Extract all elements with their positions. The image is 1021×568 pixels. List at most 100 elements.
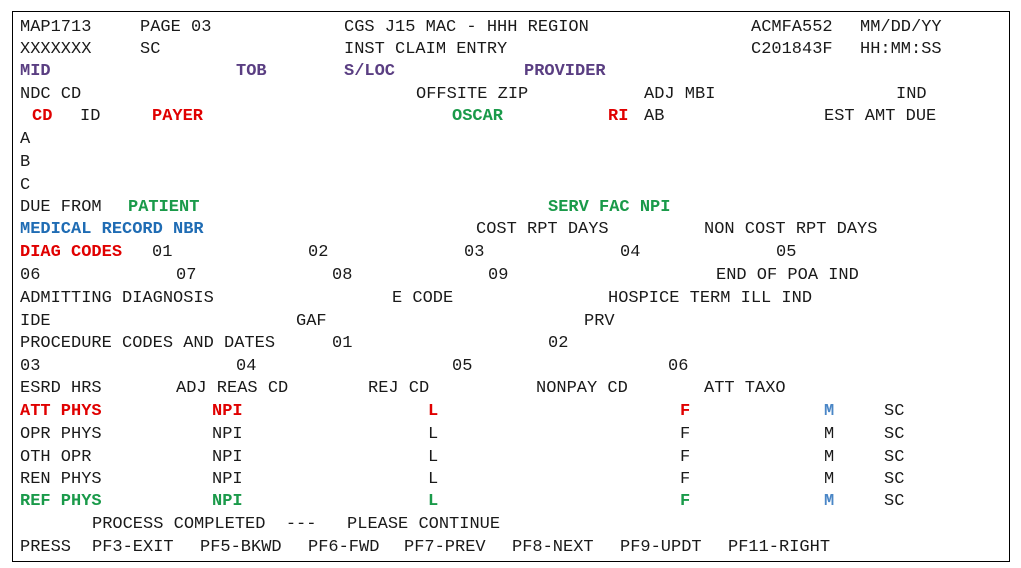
diag-codes-field[interactable]: DIAG CODES (20, 243, 123, 262)
payer-row-c[interactable]: C (20, 176, 31, 195)
ref-phys-middle-initial[interactable]: M (824, 492, 835, 511)
operator-id: XXXXXXX (20, 40, 92, 59)
adj-reas-cd-label: ADJ REAS CD (176, 379, 289, 398)
opr-phys-middle-initial[interactable]: M (824, 425, 835, 444)
pf11-right-key[interactable]: PF11-RIGHT (728, 538, 831, 557)
payer-field[interactable]: PAYER (152, 107, 204, 126)
oscar-field[interactable]: OSCAR (452, 107, 504, 126)
patient-field[interactable]: PATIENT (128, 198, 200, 217)
payer-row-a[interactable]: A (20, 130, 31, 149)
ref-phys-last-name[interactable]: L (428, 492, 439, 511)
admitting-diagnosis-label: ADMITTING DIAGNOSIS (20, 289, 214, 308)
payer-row-b[interactable]: B (20, 153, 31, 172)
ri-field[interactable]: RI (608, 107, 629, 126)
provider-field[interactable]: PROVIDER (524, 62, 606, 81)
diag-code-05[interactable]: 05 (776, 243, 797, 262)
ndc-cd-label: NDC CD (20, 85, 82, 104)
oth-opr-sc[interactable]: SC (884, 448, 905, 467)
ren-phys-label: REN PHYS (20, 470, 102, 489)
ren-phys-last-name[interactable]: L (428, 470, 439, 489)
diag-code-07[interactable]: 07 (176, 266, 197, 285)
e-code-label: E CODE (392, 289, 454, 308)
diag-code-08[interactable]: 08 (332, 266, 353, 285)
ide-label: IDE (20, 312, 51, 331)
non-cost-rpt-days-label: NON COST RPT DAYS (704, 220, 878, 239)
procedure-code-06[interactable]: 06 (668, 357, 689, 376)
ren-phys-sc[interactable]: SC (884, 470, 905, 489)
att-phys-middle-initial[interactable]: M (824, 402, 835, 421)
oth-opr-last-name[interactable]: L (428, 448, 439, 467)
opr-phys-sc[interactable]: SC (884, 425, 905, 444)
cd-field[interactable]: CD (32, 107, 53, 126)
diag-code-03[interactable]: 03 (464, 243, 485, 262)
opr-phys-npi[interactable]: NPI (212, 425, 243, 444)
att-phys-npi[interactable]: NPI (212, 402, 243, 421)
ref-phys-first-name[interactable]: F (680, 492, 691, 511)
map-id: MAP1713 (20, 18, 92, 37)
ind-label: IND (896, 85, 927, 104)
press-label: PRESS (20, 538, 72, 557)
prv-label: PRV (584, 312, 615, 331)
pf8-next-key[interactable]: PF8-NEXT (512, 538, 594, 557)
diag-code-06[interactable]: 06 (20, 266, 41, 285)
screen-id: ACMFA552 (751, 18, 833, 37)
oth-opr-npi[interactable]: NPI (212, 448, 243, 467)
ren-phys-npi[interactable]: NPI (212, 470, 243, 489)
pf7-prev-key[interactable]: PF7-PREV (404, 538, 486, 557)
nonpay-cd-label: NONPAY CD (536, 379, 628, 398)
pf3-exit-key[interactable]: PF3-EXIT (92, 538, 174, 557)
oth-opr-first-name[interactable]: F (680, 448, 691, 467)
ab-label: AB (644, 107, 665, 126)
gaf-label: GAF (296, 312, 327, 331)
diag-code-04[interactable]: 04 (620, 243, 641, 262)
end-of-poa-ind-label: END OF POA IND (716, 266, 859, 285)
opr-phys-label: OPR PHYS (20, 425, 102, 444)
diag-code-09[interactable]: 09 (488, 266, 509, 285)
status-message: PROCESS COMPLETED --- PLEASE CONTINUE (92, 515, 501, 534)
ren-phys-middle-initial[interactable]: M (824, 470, 835, 489)
terminal-id: C201843F (751, 40, 833, 59)
tob-field[interactable]: TOB (236, 62, 267, 81)
ren-phys-first-name[interactable]: F (680, 470, 691, 489)
oth-opr-label: OTH OPR (20, 448, 92, 467)
rej-cd-label: REJ CD (368, 379, 430, 398)
sloc-field[interactable]: S/LOC (344, 62, 396, 81)
page-number: PAGE 03 (140, 18, 212, 37)
hospice-term-ill-ind-label: HOSPICE TERM ILL IND (608, 289, 813, 308)
id-label: ID (80, 107, 101, 126)
adj-mbi-label: ADJ MBI (644, 85, 716, 104)
att-taxo-label: ATT TAXO (704, 379, 786, 398)
medical-record-nbr-field[interactable]: MEDICAL RECORD NBR (20, 220, 204, 239)
procedure-code-02[interactable]: 02 (548, 334, 569, 353)
mid-field[interactable]: MID (20, 62, 51, 81)
ref-phys-npi[interactable]: NPI (212, 492, 243, 511)
procedure-codes-label: PROCEDURE CODES AND DATES (20, 334, 276, 353)
att-phys-last-name[interactable]: L (428, 402, 439, 421)
screen-title: CGS J15 MAC - HHH REGION (344, 18, 589, 37)
diag-code-01[interactable]: 01 (152, 243, 173, 262)
pf6-forward-key[interactable]: PF6-FWD (308, 538, 380, 557)
diag-code-02[interactable]: 02 (308, 243, 329, 262)
ref-phys-sc[interactable]: SC (884, 492, 905, 511)
procedure-code-04[interactable]: 04 (236, 357, 257, 376)
procedure-code-01[interactable]: 01 (332, 334, 353, 353)
ref-phys-field[interactable]: REF PHYS (20, 492, 102, 511)
terminal-screen: MAP1713 PAGE 03 CGS J15 MAC - HHH REGION… (12, 11, 1010, 562)
est-amt-due-label: EST AMT DUE (824, 107, 937, 126)
due-from-label: DUE FROM (20, 198, 102, 217)
opr-phys-first-name[interactable]: F (680, 425, 691, 444)
pf9-update-key[interactable]: PF9-UPDT (620, 538, 702, 557)
sc-code: SC (140, 40, 161, 59)
pf5-backward-key[interactable]: PF5-BKWD (200, 538, 282, 557)
date-field[interactable]: MM/DD/YY (860, 18, 942, 37)
opr-phys-last-name[interactable]: L (428, 425, 439, 444)
procedure-code-03[interactable]: 03 (20, 357, 41, 376)
procedure-code-05[interactable]: 05 (452, 357, 473, 376)
time-field: HH:MM:SS (860, 40, 942, 59)
oth-opr-middle-initial[interactable]: M (824, 448, 835, 467)
att-phys-first-name[interactable]: F (680, 402, 691, 421)
att-phys-field[interactable]: ATT PHYS (20, 402, 102, 421)
att-phys-sc[interactable]: SC (884, 402, 905, 421)
serv-fac-npi-field[interactable]: SERV FAC NPI (548, 198, 671, 217)
screen-subtitle: INST CLAIM ENTRY (344, 40, 508, 59)
